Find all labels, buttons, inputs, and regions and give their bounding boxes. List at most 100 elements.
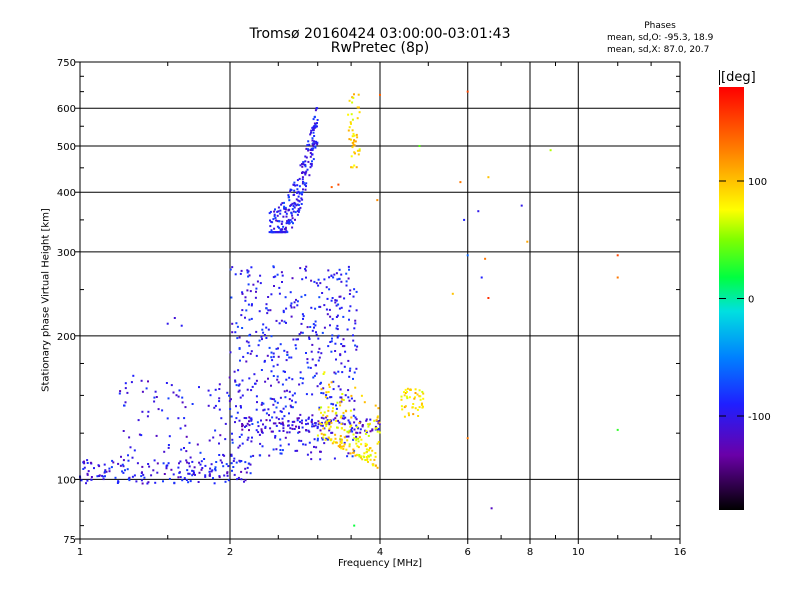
data-point	[291, 226, 294, 229]
data-point	[224, 422, 227, 425]
data-point	[238, 383, 241, 386]
data-point	[353, 437, 356, 440]
data-point	[348, 318, 350, 321]
data-point	[260, 335, 263, 338]
data-point	[316, 427, 319, 430]
plot-grid	[80, 62, 680, 539]
data-point	[355, 367, 358, 370]
data-point	[270, 370, 273, 373]
data-point	[307, 148, 310, 151]
data-point	[299, 267, 302, 270]
data-point	[300, 197, 303, 200]
x-axis-label: Frequency [MHz]	[337, 558, 423, 569]
data-point	[270, 384, 272, 387]
data-point	[329, 396, 332, 399]
data-point	[357, 437, 360, 440]
data-point	[249, 352, 252, 355]
data-point	[293, 181, 296, 184]
data-point	[311, 329, 314, 332]
data-point	[233, 457, 236, 460]
data-point	[310, 451, 313, 454]
data-point	[251, 303, 253, 306]
data-point	[317, 423, 320, 426]
data-point	[279, 228, 282, 231]
data-point	[229, 268, 232, 271]
data-point	[272, 265, 275, 268]
colorbar-label: [deg]	[719, 70, 756, 85]
data-point	[356, 431, 359, 434]
data-point	[359, 456, 362, 459]
data-point	[319, 282, 322, 285]
data-point	[318, 406, 321, 409]
data-point	[253, 373, 256, 376]
data-point	[209, 394, 212, 397]
data-point	[199, 463, 202, 466]
data-point	[308, 441, 311, 444]
data-point	[305, 276, 307, 279]
data-point	[108, 467, 111, 470]
data-point	[466, 437, 469, 440]
data-point	[289, 304, 292, 307]
data-point	[178, 471, 181, 474]
data-point	[358, 454, 361, 456]
data-point	[306, 361, 309, 364]
data-point	[376, 416, 379, 419]
data-point	[330, 438, 333, 441]
data-point	[204, 474, 207, 477]
data-point	[331, 442, 334, 445]
data-point	[353, 371, 356, 374]
data-point	[234, 331, 237, 334]
data-point	[119, 464, 122, 467]
data-point	[337, 334, 340, 337]
data-point	[358, 455, 361, 458]
data-point	[310, 458, 313, 461]
data-point	[322, 436, 325, 439]
data-point	[314, 146, 317, 149]
data-point	[325, 308, 328, 311]
data-point	[165, 467, 168, 470]
data-point	[236, 478, 239, 481]
data-point	[304, 294, 307, 297]
data-point	[141, 482, 144, 485]
data-point	[185, 435, 188, 438]
data-point	[351, 146, 354, 149]
data-point	[184, 424, 187, 427]
data-point	[272, 375, 275, 377]
data-point	[286, 389, 288, 392]
data-point	[247, 303, 250, 306]
data-point	[255, 290, 257, 293]
data-point	[322, 414, 325, 417]
data-point	[311, 393, 314, 396]
data-point	[297, 199, 300, 202]
data-point	[296, 191, 299, 194]
data-point	[227, 479, 230, 482]
data-point	[549, 149, 552, 152]
data-point	[246, 352, 249, 355]
data-point	[309, 326, 312, 328]
data-point	[288, 390, 291, 393]
data-point	[167, 397, 170, 400]
data-point	[377, 420, 380, 423]
data-point	[355, 418, 358, 421]
data-point	[352, 448, 355, 451]
data-point	[328, 429, 331, 432]
data-point	[325, 424, 328, 427]
data-point	[348, 369, 351, 372]
data-point	[214, 429, 217, 432]
data-point	[244, 461, 247, 464]
data-point	[315, 446, 318, 449]
data-point	[240, 460, 243, 462]
data-point	[284, 211, 287, 213]
data-point	[261, 338, 263, 341]
data-point	[105, 470, 108, 473]
data-point	[317, 278, 320, 281]
data-point	[339, 388, 342, 391]
data-point	[344, 394, 347, 397]
data-point	[299, 413, 302, 416]
data-point	[335, 299, 338, 302]
data-point	[321, 292, 324, 294]
data-point	[102, 475, 105, 478]
data-point	[247, 275, 250, 278]
data-point	[305, 156, 308, 159]
data-point	[347, 419, 350, 422]
